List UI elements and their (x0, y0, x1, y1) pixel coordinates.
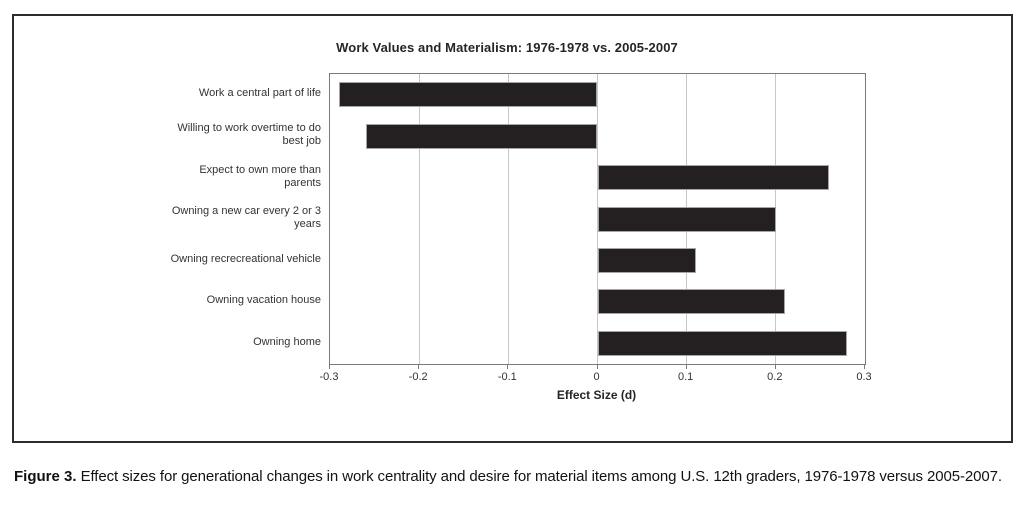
x-tick-mark (685, 364, 687, 369)
x-tick-mark (864, 364, 865, 369)
x-tick-mark (507, 364, 509, 369)
bar (365, 123, 598, 149)
category-label-line: Owning recrecreational vehicle (170, 252, 321, 265)
x-axis-title: Effect Size (d) (556, 388, 637, 402)
x-tick-label: 0.3 (856, 371, 872, 383)
bar (597, 289, 785, 315)
x-tick-mark (596, 364, 598, 369)
category-label-line: Work a central part of life (198, 87, 321, 100)
x-tick-mark (329, 364, 330, 369)
category-label: Owning home (165, 322, 321, 363)
figure-caption: Figure 3. Effect sizes for generational … (14, 466, 1002, 488)
gridline (507, 74, 509, 364)
chart-title: Work Values and Materialism: 1976-1978 v… (336, 40, 678, 55)
gridline (418, 74, 420, 364)
x-tick-mark (774, 364, 776, 369)
category-label-line: years (294, 217, 321, 230)
x-tick-label: 0.2 (767, 371, 783, 383)
category-label: Owning vacation house (165, 280, 321, 321)
category-label-line: best job (282, 135, 321, 148)
figure-caption-label: Figure 3. (14, 468, 77, 485)
x-tick-mark (418, 364, 420, 369)
category-label: Owning a new car every 2 or 3 years (165, 197, 321, 238)
x-tick-label: 0 (593, 371, 600, 383)
x-tick-label: 0.1 (678, 371, 694, 383)
bar (597, 247, 696, 273)
category-label: Work a central part of life (165, 73, 321, 114)
category-label-line: parents (284, 176, 321, 189)
x-tick-label: -0.1 (497, 371, 517, 383)
category-label-line: Owning home (253, 335, 321, 348)
category-label-line: Owning vacation house (206, 294, 321, 307)
category-label-line: Expect to own more than (199, 163, 321, 176)
bar (338, 82, 598, 108)
gridline (775, 74, 777, 364)
plot-area (329, 73, 866, 365)
x-tick-label: -0.3 (319, 371, 339, 383)
bar (597, 165, 830, 191)
figure-frame: Work Values and Materialism: 1976-1978 v… (12, 14, 1013, 443)
category-label-line: Willing to work overtime to do (177, 122, 321, 135)
category-label: Expect to own more than parents (165, 156, 321, 197)
x-tick-label: -0.2 (408, 371, 428, 383)
category-label: Owning recrecreational vehicle (165, 239, 321, 280)
figure-caption-text: Effect sizes for generational changes in… (80, 468, 1002, 485)
category-label: Willing to work overtime to do best job (165, 114, 321, 155)
bar (597, 206, 776, 232)
category-label-line: Owning a new car every 2 or 3 (171, 204, 321, 217)
bar (597, 330, 848, 356)
